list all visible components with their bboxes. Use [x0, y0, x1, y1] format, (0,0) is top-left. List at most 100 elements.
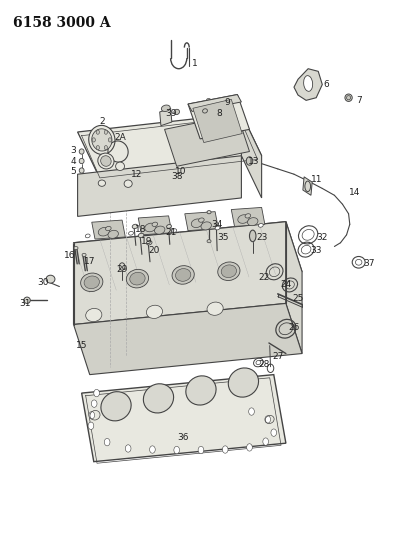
Polygon shape [188, 94, 241, 111]
Ellipse shape [215, 226, 219, 230]
Circle shape [88, 422, 94, 430]
Ellipse shape [200, 222, 211, 230]
Ellipse shape [258, 223, 263, 227]
Text: 32: 32 [316, 233, 327, 242]
Ellipse shape [124, 180, 132, 188]
Polygon shape [164, 115, 249, 166]
Circle shape [96, 146, 99, 150]
Circle shape [198, 446, 203, 454]
Ellipse shape [79, 158, 84, 164]
Ellipse shape [130, 272, 145, 285]
Ellipse shape [228, 368, 258, 397]
Text: 14: 14 [348, 188, 360, 197]
Ellipse shape [84, 276, 99, 289]
Polygon shape [92, 220, 125, 239]
Ellipse shape [198, 218, 204, 222]
Circle shape [104, 130, 107, 134]
Ellipse shape [152, 222, 157, 227]
Text: 25: 25 [292, 294, 303, 303]
Polygon shape [192, 99, 242, 142]
Circle shape [94, 390, 99, 397]
Ellipse shape [172, 265, 194, 284]
Ellipse shape [126, 269, 148, 288]
Text: 16: 16 [64, 252, 75, 261]
Polygon shape [188, 94, 249, 139]
Ellipse shape [207, 240, 211, 243]
Ellipse shape [146, 240, 152, 245]
Text: 7: 7 [355, 96, 361, 105]
Text: 30: 30 [37, 278, 49, 287]
Circle shape [108, 138, 111, 142]
Text: 1: 1 [191, 59, 197, 68]
Text: 19: 19 [140, 237, 152, 246]
Ellipse shape [132, 224, 137, 229]
Ellipse shape [207, 211, 211, 214]
Text: 26: 26 [288, 322, 299, 332]
Ellipse shape [105, 227, 111, 231]
Circle shape [104, 439, 110, 446]
Ellipse shape [154, 226, 164, 234]
Ellipse shape [202, 109, 207, 113]
Text: 18: 18 [134, 225, 146, 234]
Polygon shape [241, 114, 261, 198]
Text: 22: 22 [257, 272, 269, 281]
Text: 12: 12 [130, 169, 142, 179]
Circle shape [104, 146, 107, 150]
Ellipse shape [191, 219, 202, 228]
Ellipse shape [98, 228, 109, 236]
Ellipse shape [185, 376, 216, 405]
Ellipse shape [173, 109, 179, 115]
Text: 31: 31 [19, 299, 31, 308]
Polygon shape [81, 375, 285, 462]
Ellipse shape [79, 168, 84, 173]
Ellipse shape [74, 246, 78, 249]
Text: 6158 3000 A: 6158 3000 A [13, 16, 110, 30]
Text: 36: 36 [177, 433, 188, 442]
Polygon shape [184, 212, 218, 231]
Polygon shape [231, 207, 264, 227]
Polygon shape [73, 222, 285, 325]
Text: 4: 4 [71, 157, 76, 166]
Polygon shape [73, 222, 301, 293]
Circle shape [91, 400, 97, 407]
Ellipse shape [175, 269, 190, 281]
Text: 20: 20 [148, 246, 160, 255]
Polygon shape [138, 216, 171, 235]
Ellipse shape [214, 223, 218, 225]
Ellipse shape [85, 309, 101, 321]
Ellipse shape [115, 162, 124, 171]
Ellipse shape [161, 105, 170, 111]
Polygon shape [160, 108, 171, 126]
Text: 17: 17 [84, 257, 95, 266]
Ellipse shape [79, 149, 84, 154]
Circle shape [262, 438, 268, 445]
Polygon shape [285, 222, 301, 353]
Ellipse shape [344, 94, 351, 101]
Ellipse shape [98, 153, 114, 169]
Text: 15: 15 [76, 341, 87, 350]
Text: 2: 2 [99, 117, 104, 126]
Ellipse shape [128, 231, 133, 235]
Ellipse shape [237, 215, 248, 223]
Ellipse shape [98, 180, 105, 187]
Circle shape [246, 443, 252, 451]
Ellipse shape [81, 273, 103, 292]
Text: 6: 6 [323, 80, 328, 89]
Ellipse shape [146, 305, 162, 319]
Ellipse shape [108, 230, 118, 238]
Circle shape [119, 263, 125, 270]
Text: 21: 21 [164, 228, 176, 237]
Ellipse shape [171, 229, 176, 232]
Ellipse shape [207, 302, 222, 316]
Text: 39: 39 [164, 109, 176, 118]
Text: 33: 33 [310, 246, 321, 255]
Ellipse shape [346, 95, 350, 100]
Text: 8: 8 [216, 109, 222, 118]
Ellipse shape [46, 275, 55, 283]
Polygon shape [77, 114, 261, 174]
Text: 37: 37 [362, 260, 374, 268]
Polygon shape [302, 177, 311, 195]
Text: 10: 10 [175, 167, 186, 176]
Circle shape [246, 157, 252, 165]
Circle shape [222, 446, 227, 453]
